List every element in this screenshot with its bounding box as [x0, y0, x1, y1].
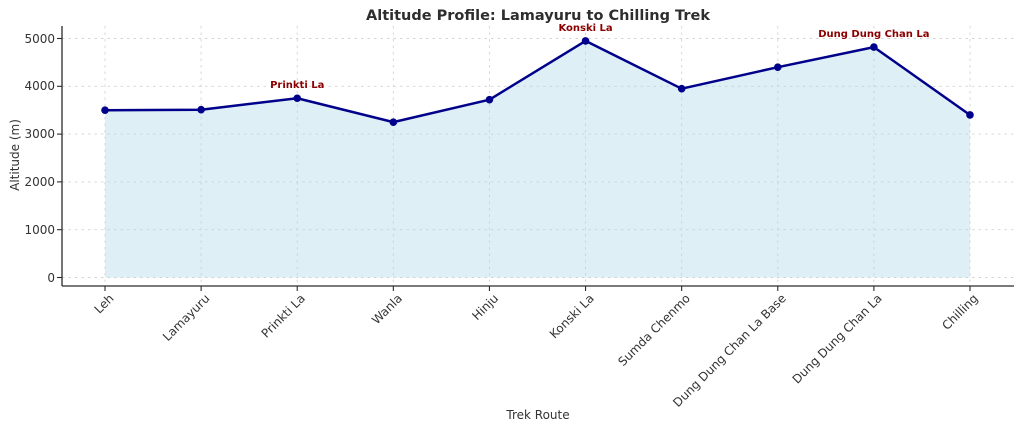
data-point-marker	[293, 94, 302, 103]
peak-annotation: Dung Dung Chan La	[818, 29, 930, 41]
y-tick-label: 3000	[24, 127, 55, 142]
x-axis-label: Trek Route	[506, 408, 570, 422]
y-tick-label: 1000	[24, 222, 55, 237]
peak-annotation: Prinkti La	[270, 80, 325, 92]
peak-annotation: Konski La	[558, 22, 613, 34]
data-point-marker	[389, 118, 398, 126]
altitude-area-fill	[105, 40, 970, 278]
altitude-line	[103, 39, 972, 124]
data-point-marker	[773, 63, 782, 71]
data-point-marker	[870, 43, 878, 51]
data-point-marker	[485, 95, 494, 104]
data-point-marker	[101, 106, 109, 114]
y-tick-label: 4000	[24, 79, 55, 94]
data-point-marker	[581, 37, 590, 45]
data-point-marker	[677, 84, 686, 93]
y-tick-label: 0	[47, 270, 55, 285]
y-tick-label: 5000	[24, 31, 55, 46]
data-point-marker	[966, 111, 974, 119]
chart-title: Altitude Profile: Lamayuru to Chilling T…	[366, 8, 710, 24]
y-tick-label: 2000	[24, 174, 55, 189]
data-point-marker	[197, 105, 205, 114]
